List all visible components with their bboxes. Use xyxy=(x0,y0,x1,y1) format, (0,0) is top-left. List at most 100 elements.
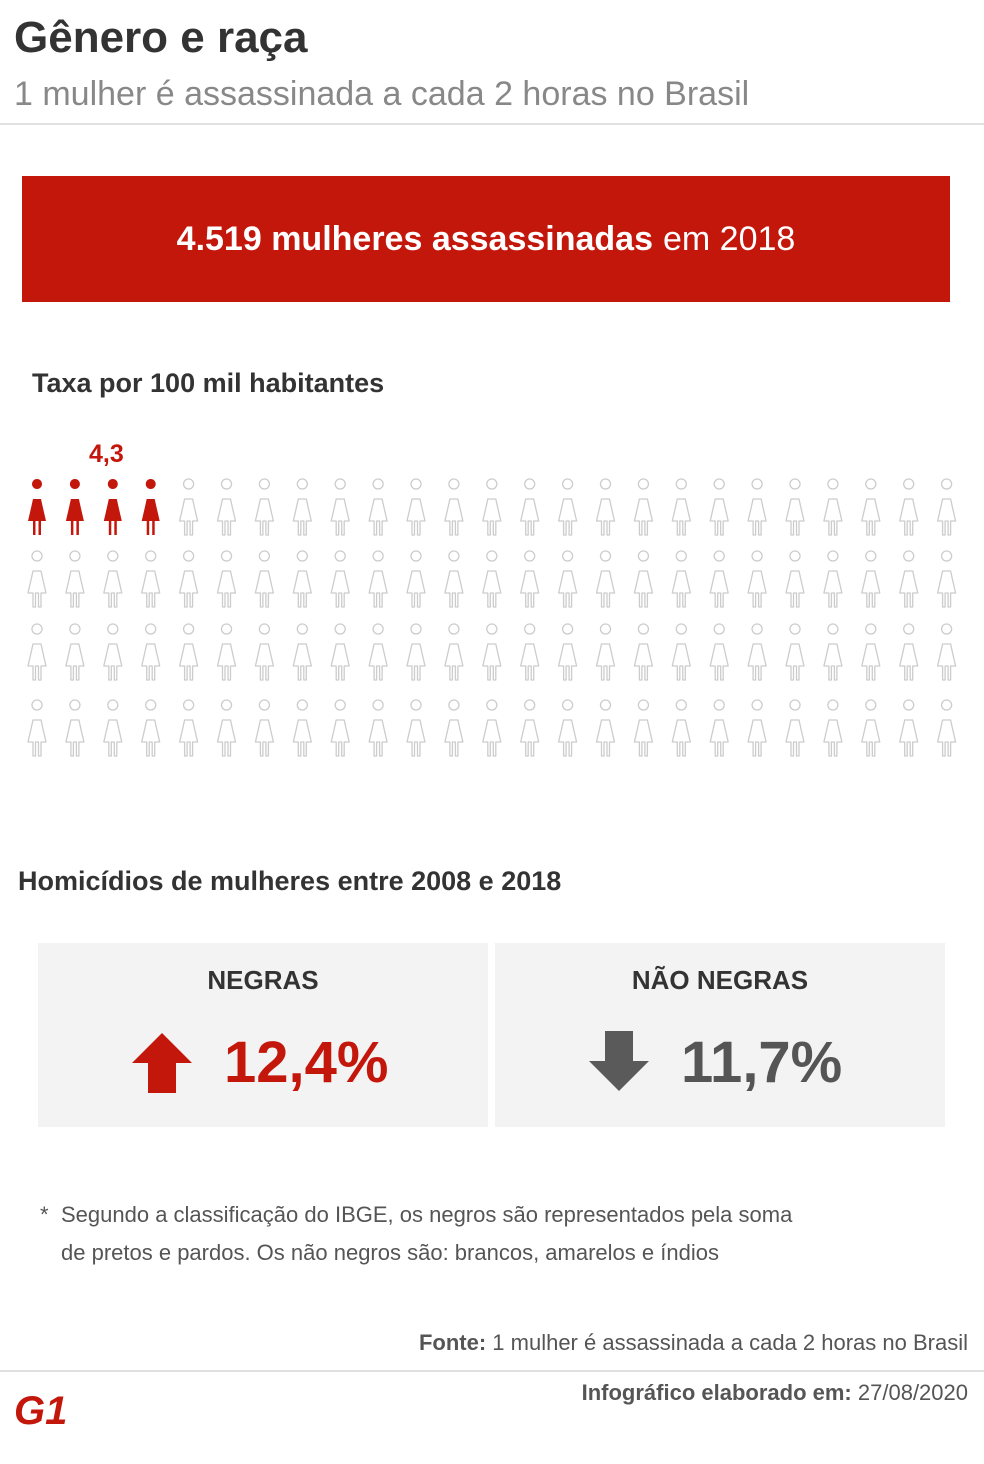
woman-figure-icon xyxy=(595,699,616,757)
box-negras: NEGRAS 12,4% xyxy=(38,943,488,1127)
banner-rest-text: em 2018 xyxy=(663,219,796,258)
woman-figure-icon xyxy=(65,550,85,608)
woman-figure-icon xyxy=(103,550,123,608)
woman-figure-icon xyxy=(141,699,161,757)
woman-figure-icon xyxy=(330,623,350,681)
woman-figure-icon xyxy=(482,699,502,757)
woman-figure-icon xyxy=(482,623,502,681)
woman-figure-icon xyxy=(292,478,312,536)
woman-figure-icon xyxy=(406,623,426,681)
rate-value-label: 4,3 xyxy=(89,440,124,468)
woman-figure-icon xyxy=(557,478,578,536)
woman-figure-icon xyxy=(254,699,275,757)
woman-figure-icon xyxy=(444,623,464,681)
woman-figure-icon xyxy=(178,699,199,757)
date-line: Infográfico elaborado em: 27/08/2020 xyxy=(582,1380,968,1406)
woman-figure-icon xyxy=(103,479,122,535)
woman-figure-icon xyxy=(216,623,237,681)
woman-figure-icon xyxy=(28,479,46,535)
woman-figure-icon xyxy=(671,550,691,608)
woman-figure-icon xyxy=(444,478,464,536)
woman-figure-icon xyxy=(65,479,84,535)
woman-figure-icon xyxy=(406,478,426,536)
woman-figure-icon xyxy=(709,478,729,536)
woman-figure-icon xyxy=(406,550,426,608)
woman-figure-icon xyxy=(557,699,578,757)
woman-figure-icon xyxy=(671,478,691,536)
woman-figure-icon xyxy=(747,478,767,536)
woman-figure-icon xyxy=(823,699,843,757)
footnote-line-1: Segundo a classificação do IBGE, os negr… xyxy=(61,1202,793,1227)
woman-figure-icon xyxy=(747,699,767,757)
woman-figure-icon xyxy=(27,550,47,608)
woman-figure-icon xyxy=(178,478,199,536)
woman-figure-icon xyxy=(254,478,275,536)
woman-figure-icon xyxy=(520,478,540,536)
woman-figure-icon xyxy=(520,623,540,681)
woman-figure-icon xyxy=(709,550,729,608)
homicides-title: Homicídios de mulheres entre 2008 e 2018 xyxy=(18,866,562,896)
woman-figure-icon xyxy=(595,623,616,681)
woman-figure-icon xyxy=(178,550,199,608)
total-banner: 4.519 mulheres assassinadas em 2018 xyxy=(22,176,950,302)
woman-figure-icon xyxy=(823,623,843,681)
woman-figure-icon xyxy=(141,479,160,535)
woman-figure-icon xyxy=(292,623,312,681)
box-negras-value: 12,4% xyxy=(224,1030,389,1095)
woman-figure-icon xyxy=(785,699,805,757)
woman-figure-icon xyxy=(444,699,464,757)
woman-figure-icon xyxy=(27,623,47,681)
woman-figure-icon xyxy=(103,699,123,757)
woman-figure-icon xyxy=(936,550,957,608)
woman-figure-icon xyxy=(899,550,919,608)
page-subtitle: 1 mulher é assassinada a cada 2 horas no… xyxy=(14,75,750,113)
woman-figure-icon xyxy=(330,478,350,536)
woman-figure-icon xyxy=(671,699,691,757)
g1-logo-text: G1 xyxy=(14,1389,67,1430)
page-title: Gênero e raça xyxy=(14,13,308,62)
woman-figure-icon xyxy=(141,550,161,608)
woman-figure-icon xyxy=(216,478,237,536)
g1-logo: G1 xyxy=(14,1389,67,1430)
woman-figure-icon xyxy=(861,478,881,536)
woman-figure-icon xyxy=(785,550,805,608)
woman-figure-icon xyxy=(936,478,957,536)
woman-figure-icon xyxy=(292,699,312,757)
header-divider xyxy=(0,123,984,125)
arrow-up-icon xyxy=(132,1033,192,1093)
footnote-line-2: de pretos e pardos. Os não negros são: b… xyxy=(61,1240,719,1265)
woman-figure-icon xyxy=(557,623,578,681)
woman-figure-icon xyxy=(178,623,199,681)
pictogram-grid xyxy=(27,478,957,757)
box-nao-negras-value: 11,7% xyxy=(681,1030,843,1095)
woman-figure-icon xyxy=(633,623,654,681)
woman-figure-icon xyxy=(330,699,350,757)
woman-figure-icon xyxy=(823,478,843,536)
woman-figure-icon xyxy=(633,478,654,536)
woman-figure-icon xyxy=(254,623,275,681)
woman-figure-icon xyxy=(899,478,919,536)
date-label: Infográfico elaborado em: xyxy=(581,1380,852,1405)
source-line: Fonte: 1 mulher é assassinada a cada 2 h… xyxy=(419,1330,968,1356)
woman-figure-icon xyxy=(861,623,881,681)
date-value: 27/08/2020 xyxy=(857,1380,968,1405)
banner-bold-text: 4.519 mulheres assassinadas xyxy=(176,219,653,258)
woman-figure-icon xyxy=(368,623,388,681)
footer-divider xyxy=(0,1370,984,1372)
woman-figure-icon xyxy=(633,699,654,757)
woman-figure-icon xyxy=(216,550,237,608)
woman-figure-icon xyxy=(899,699,919,757)
woman-figure-icon xyxy=(785,623,805,681)
source-label: Fonte: xyxy=(418,1330,487,1355)
rate-title: Taxa por 100 mil habitantes xyxy=(32,368,385,398)
woman-figure-icon xyxy=(444,550,464,608)
woman-figure-icon xyxy=(899,623,919,681)
woman-figure-icon xyxy=(65,699,85,757)
woman-figure-icon xyxy=(368,478,388,536)
woman-figure-icon xyxy=(861,550,881,608)
footnote-star: * xyxy=(40,1202,49,1227)
woman-figure-icon xyxy=(936,623,957,681)
box-nao-negras-label: NÃO NEGRAS xyxy=(631,965,809,995)
woman-figure-icon xyxy=(595,478,616,536)
box-nao-negras: NÃO NEGRAS 11,7% xyxy=(495,943,945,1127)
